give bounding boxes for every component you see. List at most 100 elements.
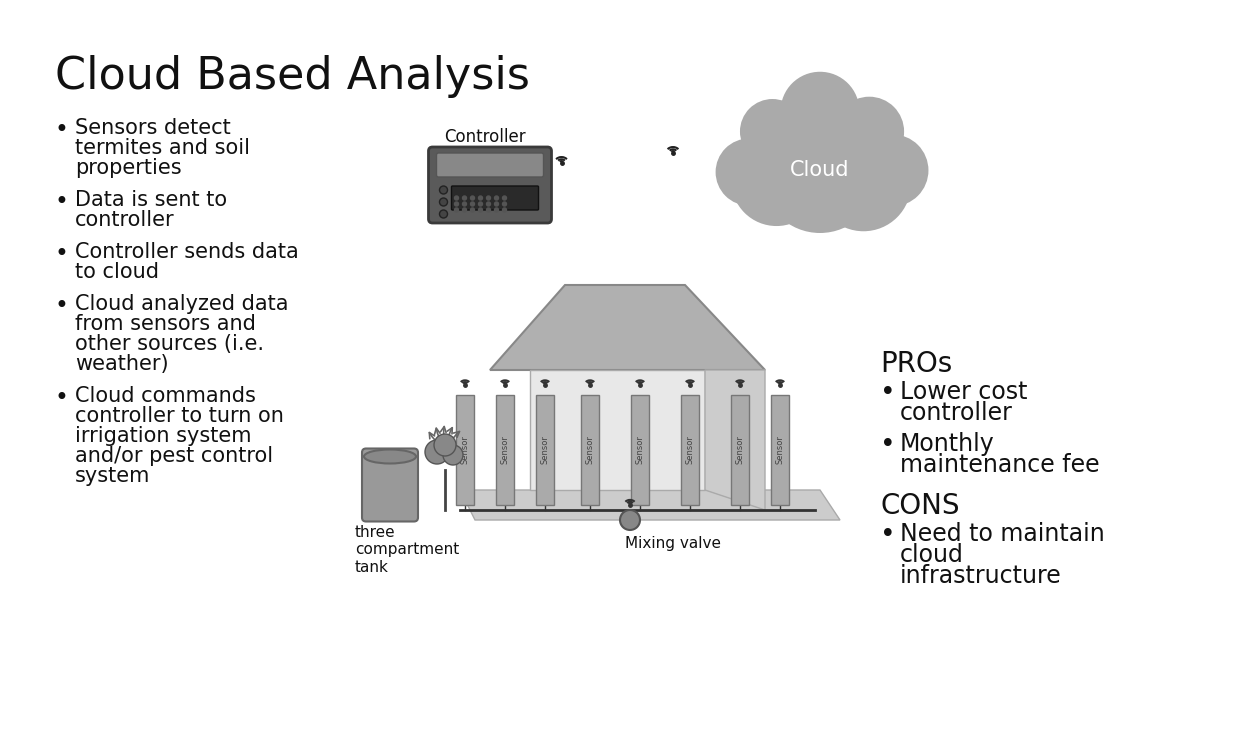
Circle shape [470, 208, 475, 212]
Circle shape [715, 139, 782, 206]
Circle shape [486, 208, 491, 212]
Circle shape [463, 196, 466, 200]
Circle shape [502, 208, 506, 212]
Circle shape [455, 202, 459, 206]
Circle shape [479, 202, 482, 206]
Text: Sensor: Sensor [775, 436, 785, 464]
Circle shape [455, 208, 459, 212]
Text: system: system [74, 466, 150, 486]
Text: Sensor: Sensor [635, 436, 645, 464]
Bar [631, 395, 649, 505]
Circle shape [857, 134, 929, 207]
Text: weather): weather) [74, 354, 169, 374]
Text: infrastructure: infrastructure [900, 564, 1061, 588]
Text: Controller: Controller [444, 128, 526, 146]
Text: Cloud: Cloud [790, 160, 849, 180]
Text: Lower cost: Lower cost [900, 380, 1028, 404]
Circle shape [479, 196, 482, 200]
Text: •: • [55, 242, 69, 266]
Circle shape [463, 202, 466, 206]
Text: termites and soil: termites and soil [74, 138, 250, 158]
Circle shape [479, 208, 482, 212]
Circle shape [463, 208, 466, 212]
Text: Sensor: Sensor [501, 436, 510, 464]
Circle shape [732, 136, 822, 226]
Text: other sources (i.e.: other sources (i.e. [74, 334, 264, 354]
Circle shape [740, 99, 805, 164]
Text: •: • [55, 190, 69, 214]
Text: to cloud: to cloud [74, 262, 159, 282]
Circle shape [620, 510, 640, 530]
Circle shape [763, 101, 841, 179]
Text: Cloud analyzed data: Cloud analyzed data [74, 294, 289, 314]
Circle shape [439, 210, 448, 218]
FancyBboxPatch shape [429, 147, 552, 223]
Text: controller: controller [74, 210, 175, 230]
Text: Sensor: Sensor [735, 436, 744, 464]
Polygon shape [529, 370, 706, 490]
Circle shape [470, 202, 475, 206]
FancyBboxPatch shape [362, 449, 418, 522]
Circle shape [816, 136, 911, 231]
Text: CONS: CONS [880, 492, 960, 520]
Bar [771, 395, 789, 505]
Text: controller: controller [900, 401, 1013, 425]
Bar [582, 395, 599, 505]
Circle shape [495, 196, 498, 200]
Text: Need to maintain: Need to maintain [900, 522, 1105, 546]
Circle shape [502, 202, 506, 206]
Text: irrigation system: irrigation system [74, 426, 252, 446]
Circle shape [502, 196, 506, 200]
Circle shape [495, 202, 498, 206]
Text: Data is sent to: Data is sent to [74, 190, 227, 210]
Bar [456, 395, 474, 505]
Circle shape [763, 117, 878, 233]
Text: properties: properties [74, 158, 181, 178]
Circle shape [434, 434, 456, 456]
Text: Sensor: Sensor [460, 436, 470, 464]
Text: •: • [55, 118, 69, 142]
Text: Sensors detect: Sensors detect [74, 118, 231, 138]
Circle shape [455, 196, 459, 200]
Circle shape [486, 202, 491, 206]
Polygon shape [460, 490, 839, 520]
Bar [732, 395, 749, 505]
Circle shape [780, 72, 859, 151]
Bar [536, 395, 554, 505]
Text: cloud: cloud [900, 543, 963, 567]
Circle shape [439, 186, 448, 194]
Circle shape [495, 208, 498, 212]
FancyBboxPatch shape [436, 153, 543, 177]
Polygon shape [490, 285, 765, 370]
FancyBboxPatch shape [451, 186, 538, 210]
Text: •: • [880, 522, 895, 548]
Text: Controller sends data: Controller sends data [74, 242, 299, 262]
Text: Sensor: Sensor [686, 436, 694, 464]
Circle shape [799, 97, 882, 181]
Text: •: • [55, 386, 69, 410]
Text: •: • [880, 432, 895, 458]
Text: Cloud commands: Cloud commands [74, 386, 255, 406]
Text: Sensor: Sensor [585, 436, 594, 464]
Text: maintenance fee: maintenance fee [900, 453, 1100, 477]
Text: and/or pest control: and/or pest control [74, 446, 273, 466]
Text: Mixing valve: Mixing valve [625, 536, 720, 551]
Text: •: • [55, 294, 69, 318]
Text: Sensor: Sensor [541, 436, 549, 464]
Circle shape [470, 196, 475, 200]
Text: •: • [880, 380, 895, 406]
Text: PROs: PROs [880, 350, 952, 378]
Circle shape [835, 97, 904, 167]
Text: from sensors and: from sensors and [74, 314, 255, 334]
Circle shape [443, 445, 463, 465]
Polygon shape [706, 370, 765, 510]
Text: controller to turn on: controller to turn on [74, 406, 284, 426]
Circle shape [486, 196, 491, 200]
Bar [496, 395, 515, 505]
Circle shape [439, 198, 448, 206]
Text: Monthly: Monthly [900, 432, 994, 456]
Text: Cloud Based Analysis: Cloud Based Analysis [55, 55, 529, 98]
Text: three
compartment
tank: three compartment tank [355, 525, 459, 575]
Circle shape [425, 440, 449, 464]
Ellipse shape [365, 449, 415, 464]
